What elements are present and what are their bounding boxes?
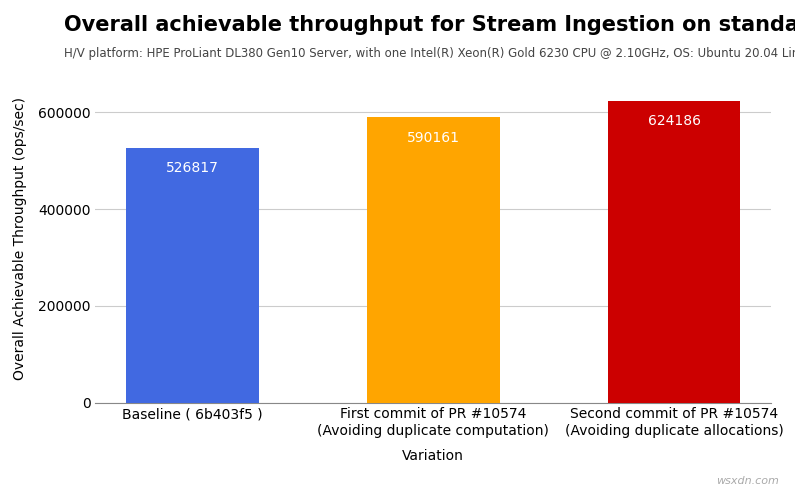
Text: H/V platform: HPE ProLiant DL380 Gen10 Server, with one Intel(R) Xeon(R) Gold 62: H/V platform: HPE ProLiant DL380 Gen10 S… bbox=[64, 47, 795, 59]
Y-axis label: Overall Achievable Throughput (ops/sec): Overall Achievable Throughput (ops/sec) bbox=[13, 97, 27, 380]
Text: wsxdn.com: wsxdn.com bbox=[716, 476, 779, 486]
Text: 590161: 590161 bbox=[407, 131, 460, 145]
Bar bbox=[367, 117, 499, 403]
Text: 624186: 624186 bbox=[648, 114, 700, 128]
X-axis label: Variation: Variation bbox=[402, 449, 464, 463]
Bar bbox=[608, 101, 740, 403]
Text: 526817: 526817 bbox=[166, 162, 219, 175]
Text: Overall achievable throughput for Stream Ingestion on standalone Redis topology: Overall achievable throughput for Stream… bbox=[64, 15, 795, 35]
Bar bbox=[126, 148, 258, 403]
